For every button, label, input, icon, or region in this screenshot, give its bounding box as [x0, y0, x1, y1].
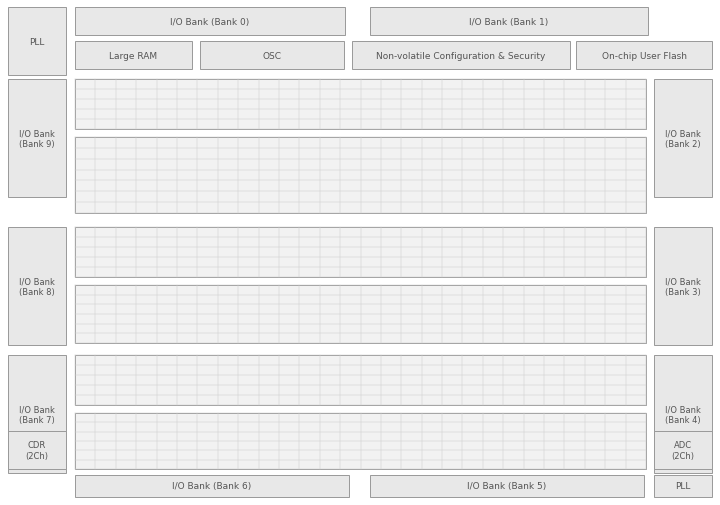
Bar [8, 80, 66, 197]
Bar [75, 138, 646, 214]
Bar [75, 228, 646, 277]
Text: I/O Bank
(Bank 4): I/O Bank (Bank 4) [665, 405, 701, 424]
Text: I/O Bank
(Bank 3): I/O Bank (Bank 3) [665, 277, 701, 296]
Bar [654, 356, 712, 473]
Bar [75, 42, 192, 70]
Bar [75, 285, 646, 343]
Bar [75, 356, 646, 405]
Bar [654, 475, 712, 497]
Text: PLL: PLL [30, 37, 45, 46]
Bar [352, 42, 570, 70]
Bar [576, 42, 712, 70]
Bar [654, 431, 712, 469]
Text: PLL: PLL [675, 482, 690, 490]
Text: I/O Bank (Bank 1): I/O Bank (Bank 1) [469, 18, 549, 26]
Text: OSC: OSC [263, 52, 282, 61]
Text: I/O Bank (Bank 5): I/O Bank (Bank 5) [467, 482, 546, 490]
Text: Non-volatile Configuration & Security: Non-volatile Configuration & Security [377, 52, 546, 61]
Text: I/O Bank (Bank 6): I/O Bank (Bank 6) [172, 482, 251, 490]
Bar [8, 8, 66, 76]
Text: I/O Bank
(Bank 9): I/O Bank (Bank 9) [19, 129, 55, 148]
Text: I/O Bank
(Bank 2): I/O Bank (Bank 2) [665, 129, 701, 148]
Bar [370, 8, 648, 36]
Text: I/O Bank
(Bank 7): I/O Bank (Bank 7) [19, 405, 55, 424]
Text: Large RAM: Large RAM [109, 52, 158, 61]
Bar [75, 413, 646, 469]
Text: I/O Bank (Bank 0): I/O Bank (Bank 0) [171, 18, 250, 26]
Bar [75, 475, 349, 497]
Bar [654, 228, 712, 345]
Bar [8, 431, 66, 469]
Text: I/O Bank
(Bank 8): I/O Bank (Bank 8) [19, 277, 55, 296]
Text: On-chip User Flash: On-chip User Flash [601, 52, 686, 61]
Bar [75, 8, 345, 36]
Bar [370, 475, 644, 497]
Text: ADC
(2Ch): ADC (2Ch) [672, 440, 695, 460]
Bar [654, 80, 712, 197]
Bar [75, 80, 646, 130]
Bar [8, 228, 66, 345]
Bar [200, 42, 344, 70]
Text: CDR
(2Ch): CDR (2Ch) [25, 440, 48, 460]
Bar [8, 356, 66, 473]
